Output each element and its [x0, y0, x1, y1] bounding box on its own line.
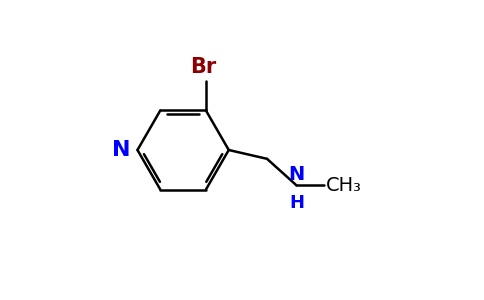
Text: H: H	[289, 194, 304, 211]
Text: N: N	[112, 140, 131, 160]
Text: CH₃: CH₃	[326, 176, 362, 195]
Text: Br: Br	[190, 57, 216, 76]
Text: N: N	[288, 165, 304, 184]
